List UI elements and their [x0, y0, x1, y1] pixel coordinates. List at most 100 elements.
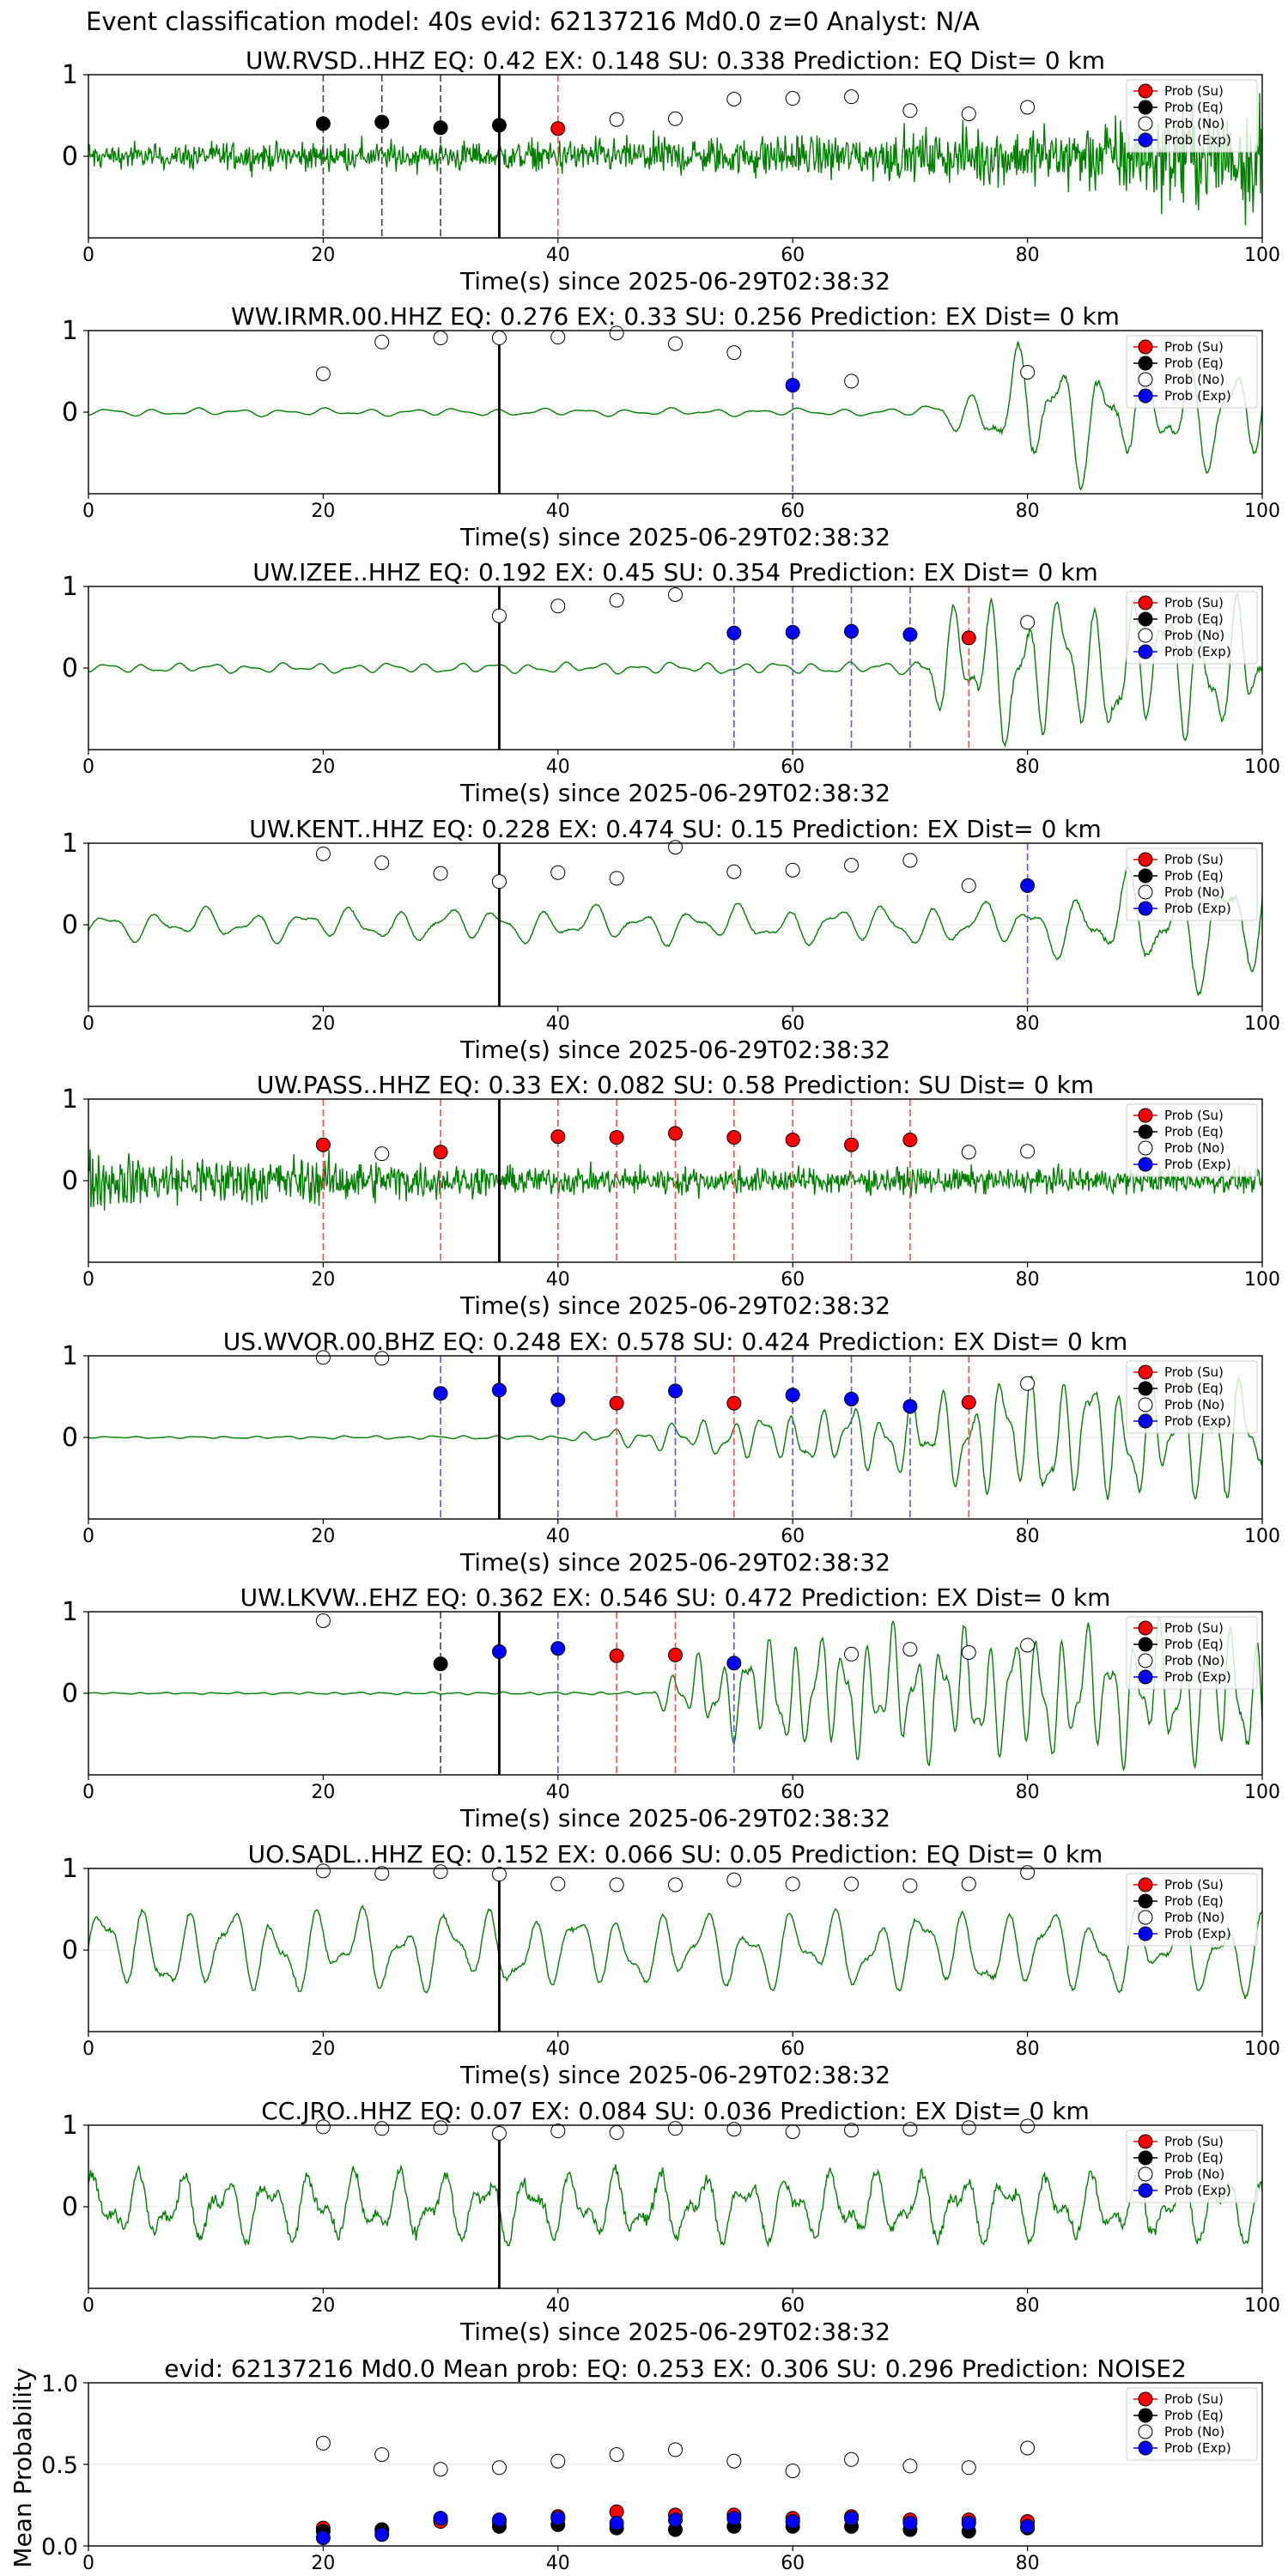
prob-marker-no: [491, 1867, 507, 1882]
mean-marker-no: [550, 2453, 566, 2469]
legend-label-no: Prob (No): [1164, 1140, 1224, 1156]
prob-marker-su: [902, 1133, 918, 1147]
prob-marker-no: [785, 1876, 800, 1892]
panel-title: evid: 62137216 Md0.0 Mean prob: EQ: 0.25…: [164, 2354, 1187, 2383]
x-tick-label: 0: [82, 2553, 94, 2574]
station-panel-3: 0 20 40 60 80 100 0 1 UW.IZEE..HHZ EQ: 0.192 EX:…: [62, 558, 1280, 807]
legend-marker-su: [1138, 339, 1153, 355]
x-tick-label: 100: [1244, 501, 1280, 522]
x-tick-label: 40: [546, 1013, 570, 1035]
y-tick-label: 1: [62, 2111, 78, 2141]
y-tick-label: 1: [62, 1084, 78, 1115]
prob-marker-no: [726, 1872, 742, 1887]
x-tick-label: 40: [546, 501, 570, 522]
legend-marker-exp: [1138, 2183, 1153, 2198]
prob-marker-no: [961, 106, 976, 122]
mean-marker-no: [374, 2447, 390, 2463]
x-tick-label: 40: [546, 2038, 570, 2060]
legend-label-exp: Prob (Exp): [1164, 2440, 1231, 2456]
waveform-trace: [88, 1372, 1262, 1500]
x-tick-label: 20: [311, 1269, 335, 1291]
legend-label-eq: Prob (Eq): [1164, 1381, 1224, 1396]
legend-box: [1126, 1103, 1258, 1177]
prob-marker-no: [1020, 1144, 1036, 1159]
prob-marker-no: [902, 1878, 918, 1893]
x-tick-label: 100: [1244, 1013, 1280, 1035]
legend-label-eq: Prob (Eq): [1164, 100, 1224, 115]
prob-marker-su: [550, 121, 566, 137]
x-tick-label: 80: [1016, 2295, 1040, 2317]
legend-marker-eq: [1138, 2150, 1153, 2166]
legend-marker-eq: [1138, 1637, 1153, 1652]
y-tick-label: 1: [62, 572, 78, 602]
prob-marker-no: [844, 2123, 860, 2138]
y-tick-label: 0: [62, 1679, 78, 1709]
legend-label-exp: Prob (Exp): [1164, 1157, 1231, 1172]
legend-label-eq: Prob (Eq): [1164, 355, 1224, 371]
x-tick-label: 60: [781, 1269, 805, 1291]
x-axis-label: Time(s) since 2025-06-29T02:38:32: [459, 2318, 890, 2346]
prob-marker-exp: [491, 1382, 507, 1398]
x-axis-label: Time(s) since 2025-06-29T02:38:32: [459, 2061, 890, 2089]
prob-marker-no: [1020, 1637, 1036, 1653]
legend-marker-exp: [1138, 901, 1153, 916]
y-tick-label: 1.0: [41, 2371, 78, 2397]
legend-marker-no: [1138, 1397, 1153, 1413]
prob-marker-no: [961, 2120, 976, 2136]
legend-label-no: Prob (No): [1164, 2166, 1224, 2182]
legend-label-su: Prob (Su): [1164, 2391, 1224, 2407]
x-tick-label: 60: [781, 1782, 805, 1803]
y-tick-label: 0: [62, 910, 78, 940]
legend-marker-su: [1138, 595, 1153, 611]
x-tick-label: 20: [311, 2295, 335, 2317]
legend-marker-no: [1138, 1140, 1153, 1156]
prob-marker-no: [961, 1645, 976, 1660]
prob-marker-su: [668, 1126, 683, 1141]
figure-title: Event classification model: 40s evid: 62…: [86, 7, 980, 36]
legend-box: [1126, 1360, 1258, 1434]
prob-marker-no: [726, 2122, 742, 2137]
x-tick-label: 40: [546, 245, 570, 266]
prob-marker-no: [550, 2123, 566, 2139]
legend-label-eq: Prob (Eq): [1164, 2408, 1224, 2423]
x-tick-label: 80: [1016, 245, 1040, 266]
y-tick-label: 0: [62, 1935, 78, 1965]
legend-marker-no: [1138, 1910, 1153, 1925]
mean-marker-no: [726, 2453, 742, 2469]
x-tick-label: 0: [82, 2038, 94, 2060]
x-tick-label: 60: [781, 2553, 805, 2574]
legend-marker-eq: [1138, 100, 1153, 115]
waveform-trace: [88, 1149, 1262, 1211]
y-tick-label: 0.5: [41, 2452, 78, 2479]
prob-marker-no: [726, 345, 742, 361]
prob-marker-no: [374, 334, 390, 349]
y-tick-label: 0: [62, 2192, 78, 2222]
prob-marker-no: [315, 1350, 331, 1365]
prob-marker-no: [315, 1613, 331, 1628]
x-tick-label: 40: [546, 2295, 570, 2317]
panel-title: WW.IRMR.00.HHZ EQ: 0.276 EX: 0.33 SU: 0.…: [231, 302, 1120, 331]
prob-marker-no: [844, 1646, 860, 1662]
prob-marker-no: [785, 91, 800, 106]
prob-marker-no: [315, 366, 331, 381]
mean-marker-exp: [902, 2515, 918, 2530]
legend-label-eq: Prob (Eq): [1164, 868, 1224, 884]
prob-marker-exp: [668, 1383, 683, 1399]
prob-marker-su: [726, 1395, 742, 1411]
legend-label-exp: Prob (Exp): [1164, 901, 1231, 916]
legend-label-su: Prob (Su): [1164, 852, 1224, 867]
x-tick-label: 20: [311, 1526, 335, 1547]
mean-marker-exp: [785, 2514, 800, 2529]
x-axis-label: Time(s) since 2025-06-29T02:38:32: [459, 1291, 890, 1320]
mean-marker-no: [785, 2464, 800, 2479]
x-tick-label: 20: [311, 2553, 335, 2574]
prob-marker-eq: [433, 1656, 448, 1672]
panel-title: UW.LKVW..EHZ EQ: 0.362 EX: 0.546 SU: 0.4…: [240, 1583, 1111, 1612]
prob-marker-exp: [902, 1399, 918, 1414]
x-axis-label: Time(s) since 2025-06-29T02:38:32: [459, 1804, 890, 1832]
legend-label-eq: Prob (Eq): [1164, 611, 1224, 627]
x-tick-label: 80: [1016, 2038, 1040, 2060]
x-tick-label: 60: [781, 1013, 805, 1035]
prob-marker-no: [1020, 2118, 1036, 2134]
legend-label-no: Prob (No): [1164, 628, 1224, 643]
